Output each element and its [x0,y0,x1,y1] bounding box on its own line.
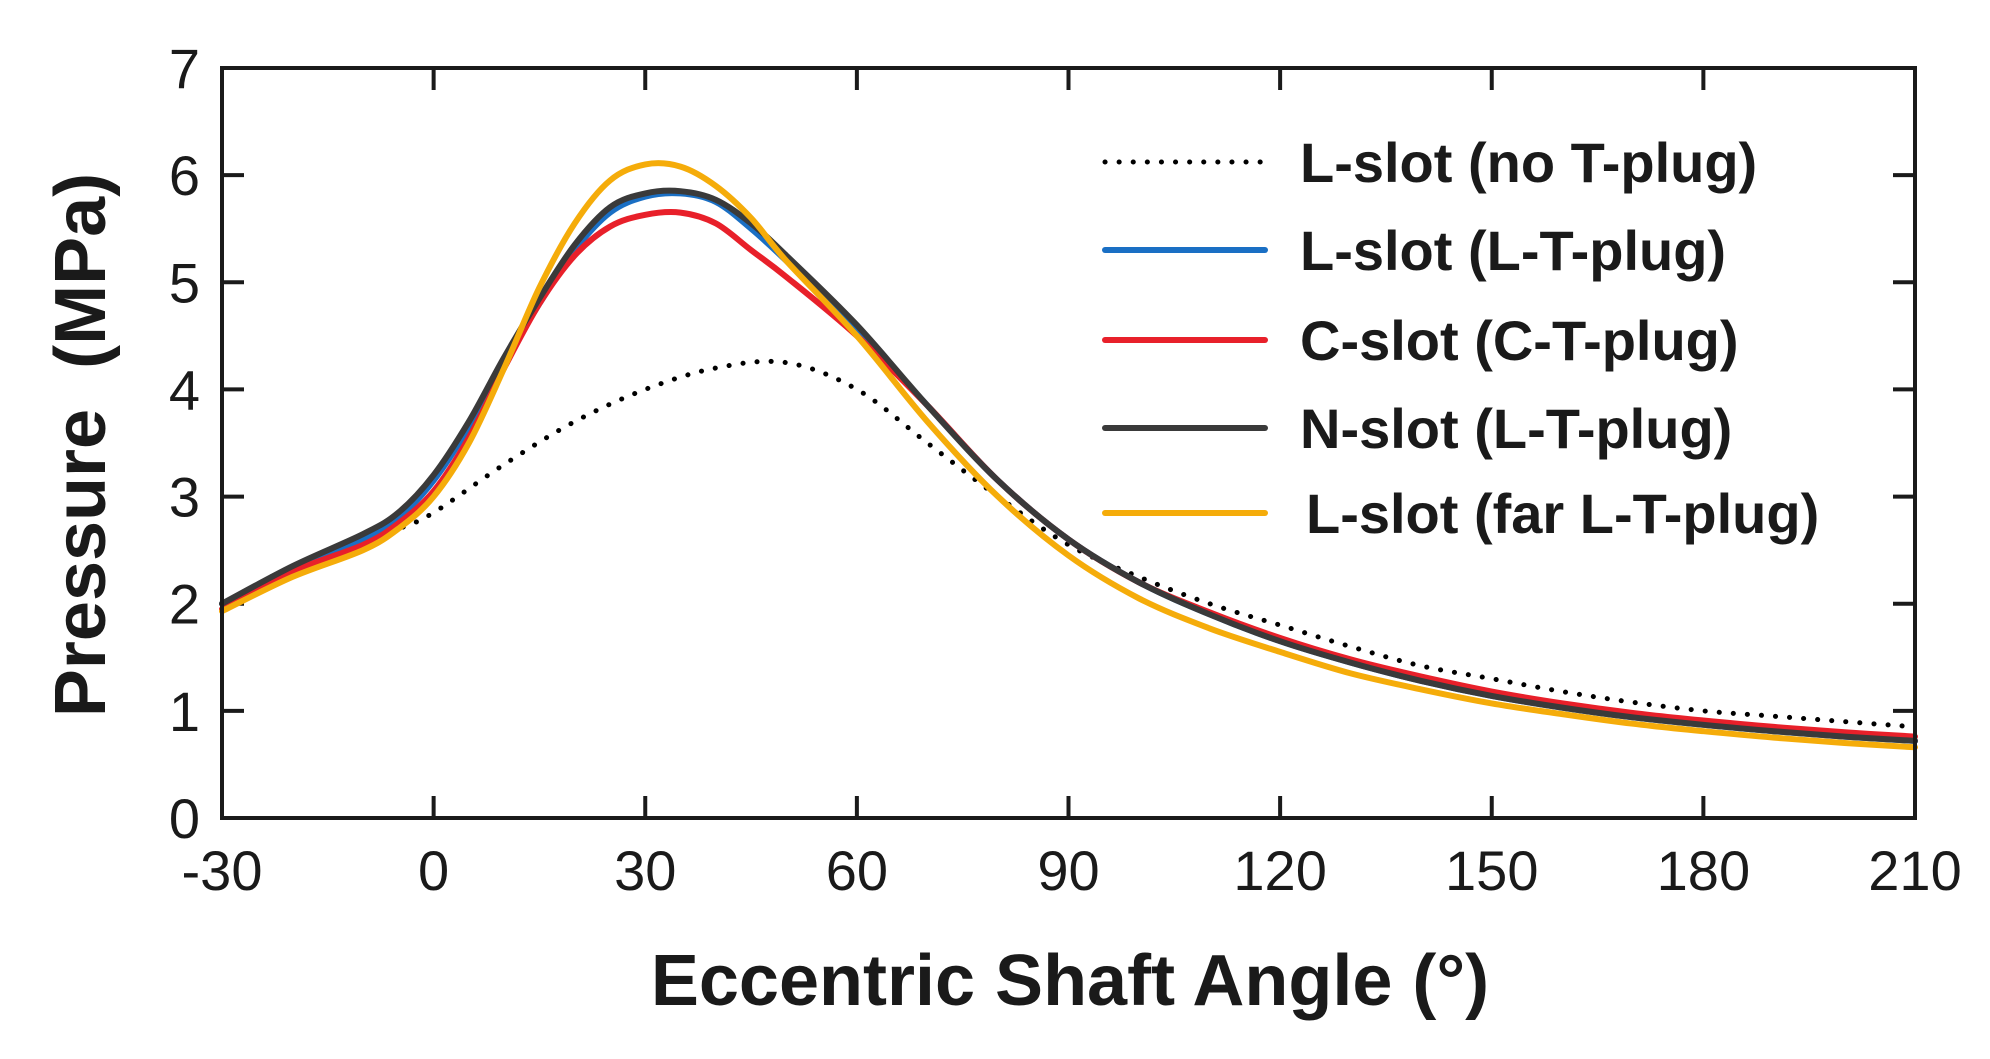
legend-label: C-slot (C-T-plug) [1300,309,1739,372]
y-tick-label: 3 [169,466,200,529]
x-tick-label: 210 [1868,839,1961,902]
plot-frame [220,66,1917,820]
legend-label: L-slot (L-T-plug) [1300,219,1726,282]
x-tick-label: 150 [1445,839,1538,902]
series-layer [219,160,1918,751]
legend: L-slot (no T-plug) L-slot (L-T-plug) C-slo… [1102,131,1819,545]
x-tick-label: 180 [1657,839,1750,902]
series-line-4 [219,160,1918,751]
legend-label: L-slot (far L-T-plug) [1306,482,1819,545]
y-tick-label: 4 [169,358,200,421]
x-tick-label: 30 [614,839,676,902]
x-tick-label: 60 [826,839,888,902]
legend-label: N-slot (L-T-plug) [1300,397,1732,460]
x-axis-title: Eccentric Shaft Angle (°) [651,941,1489,1021]
y-tick-label: 5 [169,251,200,314]
y-tick-label: 7 [169,37,200,100]
series-line-0 [219,358,1918,730]
x-tick-label: -30 [182,839,263,902]
x-axis-ticks: -30 0 30 60 90 120 150 180 210 [182,68,1962,902]
series-line-3 [219,187,1918,744]
y-axis-ticks: 0 1 2 3 4 5 6 7 [169,37,1915,850]
series-line-2 [219,209,1918,740]
x-tick-label: 0 [418,839,449,902]
y-tick-label: 6 [169,144,200,207]
x-tick-label: 90 [1037,839,1099,902]
y-tick-label: 0 [169,787,200,850]
y-tick-label: 2 [169,573,200,636]
y-tick-label: 1 [169,680,200,743]
y-axis-title: Pressure (MPa) [41,173,121,717]
x-tick-label: 120 [1233,839,1326,902]
legend-label: L-slot (no T-plug) [1300,131,1757,194]
